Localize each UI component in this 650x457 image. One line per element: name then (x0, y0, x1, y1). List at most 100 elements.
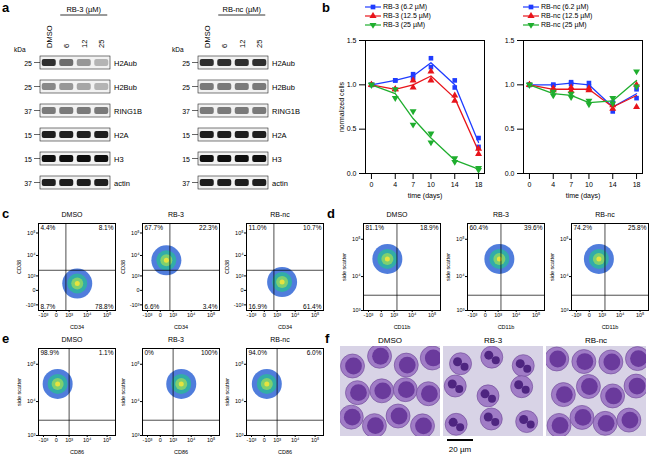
svg-text:18: 18 (475, 181, 483, 188)
svg-text:10³: 10³ (353, 307, 361, 313)
svg-text:4: 4 (551, 181, 555, 188)
svg-text:10⁴: 10⁴ (187, 437, 196, 443)
svg-text:RING1B: RING1B (114, 107, 142, 116)
svg-text:0: 0 (55, 312, 58, 318)
svg-text:side scatter: side scatter (224, 378, 230, 406)
svg-text:RB-3 (µM): RB-3 (µM) (66, 5, 101, 14)
svg-text:10³: 10³ (598, 312, 606, 318)
svg-text:4.4%: 4.4% (41, 224, 56, 231)
svg-text:15: 15 (24, 132, 32, 139)
svg-text:100%: 100% (201, 349, 218, 356)
svg-text:25: 25 (182, 84, 190, 91)
svg-text:10⁵: 10⁵ (131, 361, 139, 367)
svg-text:-10³: -10³ (26, 302, 36, 308)
svg-text:10⁵: 10⁵ (207, 437, 215, 443)
svg-text:10⁵: 10⁵ (456, 236, 464, 242)
svg-text:RB-nc (µM): RB-nc (µM) (223, 5, 262, 14)
svg-text:10: 10 (427, 181, 435, 188)
svg-text:18: 18 (633, 181, 641, 188)
svg-text:1.0: 1.0 (505, 81, 515, 88)
svg-text:10⁴: 10⁴ (560, 273, 569, 279)
svg-text:0: 0 (55, 437, 58, 443)
svg-text:10⁵: 10⁵ (428, 312, 436, 318)
svg-text:1.1%: 1.1% (99, 349, 114, 356)
svg-text:H2A: H2A (114, 131, 129, 140)
svg-text:-10³: -10³ (572, 312, 582, 318)
svg-text:10⁵: 10⁵ (207, 312, 215, 318)
svg-text:10⁵: 10⁵ (311, 312, 319, 318)
svg-text:0: 0 (527, 181, 531, 188)
svg-text:0: 0 (263, 312, 266, 318)
svg-text:10.7%: 10.7% (303, 224, 322, 231)
svg-text:10³: 10³ (132, 273, 140, 279)
svg-text:RING1B: RING1B (272, 107, 300, 116)
svg-text:10⁴: 10⁴ (456, 273, 465, 279)
svg-text:10⁴: 10⁴ (616, 312, 625, 318)
svg-text:8.7%: 8.7% (41, 303, 56, 310)
svg-text:4: 4 (393, 181, 397, 188)
svg-text:CD11b: CD11b (498, 324, 515, 330)
svg-text:25: 25 (24, 84, 32, 91)
svg-text:side scatter: side scatter (549, 253, 555, 281)
svg-text:CD86: CD86 (174, 449, 188, 455)
svg-text:DMSO: DMSO (45, 25, 54, 48)
svg-text:10³: 10³ (236, 432, 244, 438)
svg-text:7: 7 (411, 181, 415, 188)
svg-text:10⁴: 10⁴ (187, 312, 196, 318)
svg-text:0: 0 (159, 437, 162, 443)
svg-text:CD38: CD38 (16, 260, 22, 274)
svg-text:20 µm: 20 µm (449, 445, 472, 454)
svg-text:14: 14 (451, 181, 459, 188)
svg-text:10⁴: 10⁴ (408, 312, 417, 318)
svg-text:actin: actin (272, 179, 288, 188)
svg-text:12: 12 (80, 40, 89, 48)
svg-text:10³: 10³ (169, 437, 177, 443)
svg-text:0.5: 0.5 (347, 125, 357, 132)
svg-text:side scatter: side scatter (445, 253, 451, 281)
svg-text:-10³: -10³ (247, 312, 257, 318)
svg-text:10⁵: 10⁵ (103, 437, 111, 443)
svg-text:37: 37 (182, 108, 190, 115)
svg-text:CD38: CD38 (224, 260, 230, 274)
svg-text:10⁵: 10⁵ (103, 312, 111, 318)
svg-text:-10³: -10³ (247, 437, 257, 443)
svg-text:15: 15 (24, 156, 32, 163)
svg-text:61.4%: 61.4% (303, 303, 322, 310)
svg-text:10⁵: 10⁵ (560, 236, 568, 242)
svg-text:-10³: -10³ (39, 312, 49, 318)
svg-text:10⁴: 10⁴ (27, 252, 36, 258)
svg-text:CD86: CD86 (70, 449, 84, 455)
svg-text:3.4%: 3.4% (203, 303, 218, 310)
svg-text:10³: 10³ (65, 312, 73, 318)
svg-text:H2Aub: H2Aub (272, 59, 295, 68)
svg-text:10⁴: 10⁴ (131, 252, 140, 258)
svg-text:normalized cells: normalized cells (338, 81, 345, 132)
svg-text:CD34: CD34 (70, 324, 84, 330)
svg-text:10³: 10³ (28, 432, 36, 438)
svg-text:10⁴: 10⁴ (83, 437, 92, 443)
svg-text:16.9%: 16.9% (249, 303, 268, 310)
svg-text:0: 0 (484, 312, 487, 318)
svg-text:10⁴: 10⁴ (131, 398, 140, 404)
svg-text:1.5: 1.5 (347, 37, 357, 44)
svg-text:0: 0 (369, 181, 373, 188)
svg-text:10⁴: 10⁴ (291, 437, 300, 443)
svg-text:0: 0 (136, 287, 139, 293)
svg-text:10⁵: 10⁵ (532, 312, 540, 318)
svg-text:37: 37 (24, 180, 32, 187)
svg-text:8.1%: 8.1% (99, 224, 114, 231)
svg-text:actin: actin (114, 179, 130, 188)
svg-text:10⁵: 10⁵ (352, 236, 360, 242)
svg-text:-10³: -10³ (143, 312, 153, 318)
svg-text:10⁴: 10⁴ (83, 312, 92, 318)
svg-text:H3: H3 (272, 155, 282, 164)
svg-text:-10³: -10³ (364, 312, 374, 318)
svg-text:11.0%: 11.0% (249, 224, 267, 231)
svg-text:37: 37 (24, 108, 32, 115)
svg-text:25.8%: 25.8% (628, 224, 647, 231)
svg-text:10³: 10³ (132, 432, 140, 438)
svg-text:10⁴: 10⁴ (235, 398, 244, 404)
svg-text:7: 7 (569, 181, 573, 188)
svg-text:0: 0 (32, 287, 35, 293)
svg-text:0: 0 (380, 312, 383, 318)
